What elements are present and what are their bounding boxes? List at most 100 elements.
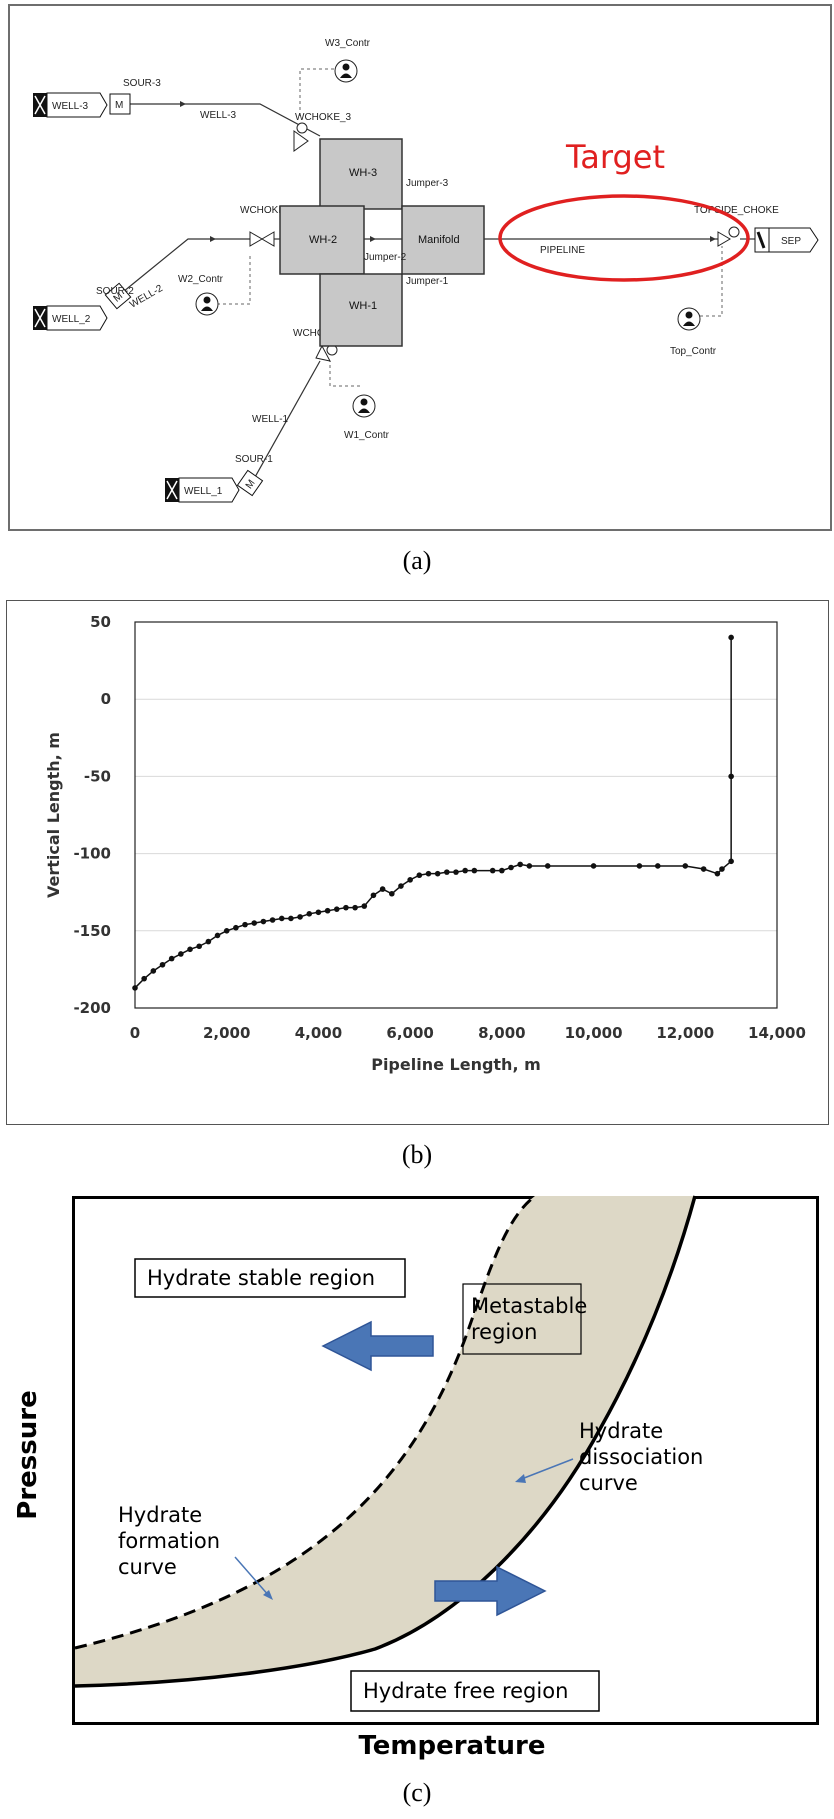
top-controller[interactable]: Top_Contr — [670, 307, 717, 357]
svg-text:WH-1: WH-1 — [349, 300, 377, 312]
hydrate-phase-diagram: Hydrate stable region Metastable region … — [72, 1194, 819, 1725]
manifold[interactable]: Manifold — [401, 205, 485, 275]
elevation-chart-panel: 50 0 -50 -100 -150 -200 0 2,000 4,000 6,000 8,000 1… — [6, 600, 829, 1125]
formation-label-2: formation — [118, 1529, 220, 1553]
y-tick-label: 0 — [101, 690, 111, 708]
flow-network-diagram: WELL-3 WELL_2 WELL_1 M M M SOUR-3 SOUR- — [33, 38, 819, 503]
profile-point — [132, 985, 138, 991]
profile-point — [517, 861, 523, 868]
svg-text:W2_Contr: W2_Contr — [178, 274, 224, 285]
dissociation-label-1: Hydrate — [579, 1419, 663, 1443]
wellhead-2[interactable]: WH-2 — [279, 205, 365, 275]
profile-point — [333, 906, 340, 912]
profile-point — [352, 904, 358, 911]
w1-controller[interactable]: W1_Contr — [344, 394, 390, 441]
dissociation-pointer — [518, 1458, 574, 1481]
wchoke-2[interactable]: WCHOKE_2 — [240, 205, 297, 247]
profile-point — [187, 946, 193, 953]
svg-text:WCHOKE_2: WCHOKE_2 — [240, 205, 297, 216]
topside-choke[interactable]: TOPSIDE_CHOKE — [694, 205, 779, 247]
profile-point — [444, 869, 450, 875]
svg-text:WCHOKE_3: WCHOKE_3 — [295, 112, 352, 123]
profile-point — [719, 866, 725, 872]
svg-text:TOPSIDE_CHOKE: TOPSIDE_CHOKE — [694, 205, 779, 216]
x-tick-label: 6,000 — [386, 1024, 433, 1042]
y-tick-label: -150 — [73, 922, 111, 940]
x-tick-label: 4,000 — [295, 1024, 342, 1042]
well-1-node[interactable]: WELL_1 — [165, 477, 240, 503]
jumper-3-label: Jumper-3 — [406, 178, 449, 189]
profile-point — [233, 924, 239, 931]
well-2-node[interactable]: WELL_2 — [33, 305, 108, 331]
hydrate-phase-svg: Hydrate stable region Metastable region … — [74, 1194, 703, 1712]
profile-point — [306, 911, 313, 917]
target-label: Target — [565, 138, 665, 176]
caption-b: (b) — [401, 1140, 433, 1169]
left-arrow-icon — [321, 1320, 434, 1372]
y-tick-label: -50 — [84, 767, 111, 785]
profile-point — [370, 892, 377, 899]
profile-point — [425, 870, 432, 877]
w2-controller[interactable]: W2_Contr — [178, 274, 224, 316]
separator[interactable]: SEP — [754, 227, 819, 253]
wellhead-3[interactable]: WH-3 — [319, 138, 403, 210]
well-1-label: WELL_1 — [184, 486, 223, 497]
y-tick-label: -100 — [73, 845, 111, 863]
svg-text:Metastable: Metastable — [471, 1294, 587, 1318]
pipeline-label: PIPELINE — [540, 245, 585, 256]
profile-point — [168, 955, 175, 962]
profile-point — [324, 907, 331, 914]
source-2-marker[interactable]: M — [104, 282, 132, 310]
svg-text:W3_Contr: W3_Contr — [325, 38, 371, 49]
profile-point — [434, 870, 441, 877]
profile-point — [196, 943, 202, 950]
y-tick-label: -200 — [73, 999, 111, 1017]
formation-label-1: Hydrate — [118, 1503, 202, 1527]
hydrate-formation-curve — [74, 1194, 536, 1650]
source-1-marker[interactable]: M — [236, 469, 264, 497]
svg-text:SEP: SEP — [781, 236, 801, 247]
source-1-label: SOUR-1 — [235, 454, 273, 465]
svg-text:WH-3: WH-3 — [349, 167, 377, 179]
elevation-chart: 50 0 -50 -100 -150 -200 0 2,000 4,000 6,000 8,000 1… — [44, 613, 806, 1074]
metastable-region-box: Metastable region — [462, 1283, 587, 1355]
jumper-2-label: Jumper-2 — [364, 252, 407, 263]
profile-point — [471, 867, 478, 874]
well-2-label: WELL_2 — [52, 314, 91, 325]
w3-controller[interactable]: W3_Contr — [325, 38, 371, 83]
well-2-line — [117, 238, 250, 297]
profile-point — [728, 773, 734, 780]
svg-text:W1_Contr: W1_Contr — [344, 430, 390, 441]
target-ellipse — [498, 194, 750, 282]
x-tick-label: 10,000 — [565, 1024, 623, 1042]
caption-c: (c) — [402, 1778, 432, 1807]
profile-point — [178, 951, 184, 957]
profile-point — [205, 938, 212, 945]
svg-text:M: M — [115, 100, 123, 111]
source-3-label: SOUR-3 — [123, 78, 161, 89]
profile-point — [462, 867, 468, 874]
dissociation-label-2: dissociation — [579, 1445, 703, 1469]
profile-point — [278, 915, 285, 922]
profile-point — [379, 886, 386, 892]
source-3-marker[interactable]: M — [109, 93, 131, 115]
profile-point — [489, 867, 496, 874]
pressure-axis-label: Pressure — [13, 1390, 43, 1519]
well-3-node[interactable]: WELL-3 — [33, 92, 108, 118]
y-axis-title: Vertical Length, m — [44, 732, 63, 898]
well-3-line-label: WELL-3 — [200, 110, 237, 121]
x-tick-label: 0 — [130, 1024, 140, 1042]
profile-point — [416, 872, 423, 879]
wellhead-1[interactable]: WH-1 — [319, 273, 403, 347]
profile-point — [251, 920, 258, 926]
jumper-1-label: Jumper-1 — [406, 276, 449, 287]
formation-label-3: curve — [118, 1555, 177, 1579]
profile-point — [269, 917, 276, 923]
y-tick-label: 50 — [90, 613, 111, 631]
x-axis-title: Pipeline Length, m — [371, 1055, 541, 1074]
dissociation-label-3: curve — [579, 1471, 638, 1495]
x-tick-label: 2,000 — [203, 1024, 250, 1042]
profile-point — [728, 858, 734, 865]
wchoke-3[interactable]: WCHOKE_3 — [293, 112, 352, 152]
